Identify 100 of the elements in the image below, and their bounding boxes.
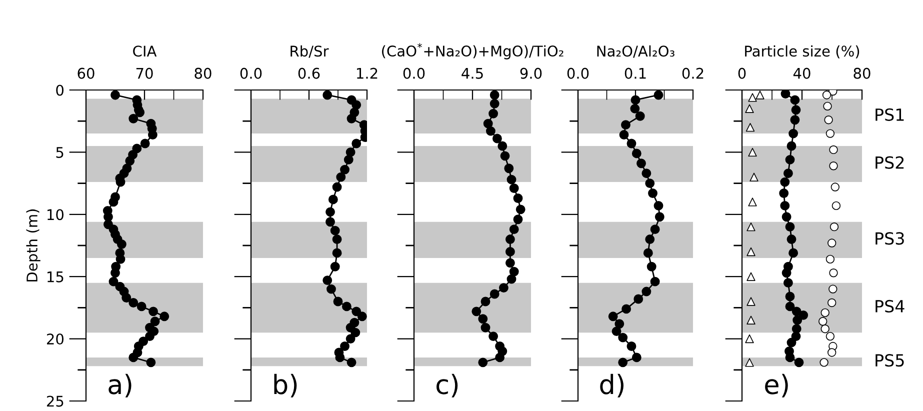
point	[642, 168, 652, 178]
point	[626, 138, 636, 148]
point	[618, 358, 628, 368]
point	[342, 302, 352, 312]
point	[340, 342, 350, 351]
point	[830, 222, 839, 232]
point	[630, 95, 640, 105]
point	[648, 188, 658, 198]
point	[346, 114, 356, 124]
point	[829, 162, 838, 170]
point	[346, 334, 356, 344]
annotation: c)	[436, 374, 458, 398]
point	[110, 268, 120, 278]
point	[820, 308, 830, 318]
annotation: e)	[765, 374, 788, 398]
point	[622, 304, 632, 314]
x-tick-label: 0.2	[682, 68, 704, 79]
point	[788, 248, 798, 258]
point	[782, 268, 792, 278]
point	[116, 254, 126, 264]
point	[326, 207, 335, 217]
point	[490, 289, 500, 299]
point	[818, 317, 828, 326]
point	[122, 293, 132, 302]
point	[505, 234, 515, 244]
point	[340, 164, 350, 174]
point	[618, 332, 628, 342]
point	[783, 168, 793, 178]
point	[332, 182, 342, 192]
point	[326, 217, 335, 227]
point	[820, 358, 828, 367]
point	[108, 197, 118, 207]
point	[645, 234, 655, 244]
point	[791, 332, 801, 342]
point	[792, 315, 802, 325]
point	[746, 222, 756, 232]
point	[829, 145, 838, 154]
point	[645, 178, 655, 188]
point	[486, 126, 496, 136]
point	[344, 154, 354, 164]
annotation: b)	[274, 374, 297, 398]
point	[786, 141, 796, 151]
point	[785, 292, 795, 302]
point	[116, 240, 126, 249]
point	[626, 342, 636, 351]
point	[148, 306, 158, 316]
x-tick-label: 0.6	[298, 68, 320, 79]
point	[654, 212, 664, 222]
point	[782, 212, 792, 222]
point	[500, 151, 510, 161]
point	[790, 95, 800, 105]
band-label: PS3	[876, 232, 904, 245]
point	[346, 358, 356, 368]
point	[823, 102, 832, 111]
point	[650, 276, 660, 286]
point	[332, 234, 342, 244]
x-tick-label: 0.0	[240, 68, 262, 79]
x-axis-title: CIA	[133, 46, 157, 57]
x-tick-label: 60	[78, 68, 94, 79]
point	[788, 128, 798, 138]
point	[150, 316, 160, 326]
point	[635, 111, 645, 121]
point	[136, 302, 146, 312]
y-tick-label: 5	[56, 147, 64, 158]
point	[650, 224, 660, 234]
point	[785, 352, 795, 362]
point	[780, 90, 790, 98]
x-axis-title: (CaO$^{*}$+Na₂O)+MgO)/TiO₂	[382, 43, 564, 60]
point	[746, 316, 756, 324]
x-tick-label: 40	[793, 68, 810, 79]
point	[612, 326, 622, 336]
point	[108, 276, 118, 286]
point	[826, 129, 835, 138]
point	[488, 332, 498, 342]
point	[505, 247, 515, 256]
y-tick-label: 20	[46, 334, 64, 345]
point	[346, 147, 356, 157]
point	[790, 115, 800, 125]
point	[783, 278, 793, 288]
point	[322, 90, 332, 100]
point	[495, 352, 505, 362]
point	[480, 322, 490, 332]
y-tick-label: 0	[56, 84, 64, 96]
point	[509, 184, 519, 193]
point	[492, 134, 502, 144]
point	[828, 298, 836, 308]
point	[746, 247, 756, 256]
x-tick-label: 0.0	[403, 68, 425, 79]
point	[472, 306, 482, 316]
band-label: PS1	[876, 108, 904, 121]
point	[513, 194, 523, 203]
point	[750, 172, 758, 182]
point	[643, 248, 653, 258]
annotation: a)	[108, 374, 132, 398]
point	[160, 312, 170, 322]
x-tick-label: 0.1	[624, 68, 646, 79]
point	[335, 352, 345, 362]
point	[357, 312, 367, 322]
point	[786, 338, 796, 348]
point	[746, 122, 755, 132]
